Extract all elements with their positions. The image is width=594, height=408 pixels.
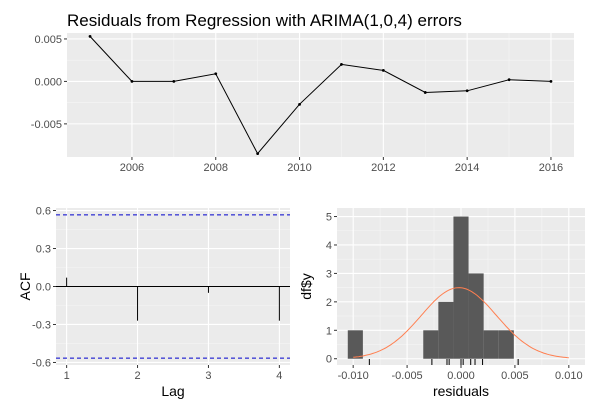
x-tick-label: 0.005 xyxy=(501,370,529,382)
y-tick-label: 0.000 xyxy=(34,76,62,88)
residual-series-line xyxy=(89,36,552,155)
y-tick-label: 4 xyxy=(326,240,332,252)
residual-point xyxy=(340,63,343,66)
residual-point xyxy=(465,89,469,93)
histogram-bar xyxy=(423,330,439,359)
panel-background xyxy=(67,33,574,157)
figure-title: Residuals from Regression with ARIMA(1,0… xyxy=(67,11,462,30)
y-tick-label: -0.3 xyxy=(32,319,51,331)
residual-point xyxy=(88,34,92,38)
x-tick-label: 0.010 xyxy=(555,370,583,382)
residual-point xyxy=(130,80,134,83)
y-tick-label: 3 xyxy=(326,268,332,280)
x-axis-title: Lag xyxy=(161,383,184,399)
x-tick-label: 2014 xyxy=(455,162,479,174)
normal-density-curve xyxy=(353,287,569,359)
residuals-line-plot: 2006 2008 2010 2012 2014 2016 -0.005 0.000 0.005 xyxy=(31,33,574,174)
y-tick-label: 5 xyxy=(326,212,332,224)
x-tick-label: 2008 xyxy=(204,162,228,174)
y-tick-label: 0.6 xyxy=(36,206,51,218)
residuals-histogram: -0.010 -0.005 0.000 0.005 0.010 0 1 2 3 4 5 residua… xyxy=(298,208,585,399)
residual-point xyxy=(298,102,301,106)
x-tick-label: 2016 xyxy=(539,162,563,174)
x-axis-title: residuals xyxy=(433,383,489,399)
y-tick-label: 0.005 xyxy=(34,34,62,46)
x-tick-label: 3 xyxy=(205,370,211,382)
y-tick-label: -0.6 xyxy=(32,357,51,369)
y-tick-label: -0.005 xyxy=(31,119,62,131)
residual-point xyxy=(507,78,511,82)
y-tick-label: 0.3 xyxy=(36,244,51,256)
histogram-bar xyxy=(347,330,363,359)
residual-point xyxy=(214,72,218,76)
residual-point xyxy=(381,68,385,72)
residual-point xyxy=(256,152,260,156)
x-tick-label: 2 xyxy=(134,370,140,382)
x-tick-label: 4 xyxy=(276,370,282,382)
x-tick-label: 1 xyxy=(64,370,70,382)
x-tick-label: 2006 xyxy=(120,162,144,174)
y-axis-title: ACF xyxy=(17,273,33,301)
y-tick-label: 0.0 xyxy=(36,282,51,294)
residual-point xyxy=(423,91,427,94)
residual-point xyxy=(172,80,176,83)
x-tick-label: -0.005 xyxy=(391,370,422,382)
y-tick-label: 2 xyxy=(326,297,332,309)
y-tick-label: 1 xyxy=(326,325,332,337)
histogram-bar xyxy=(498,330,514,359)
x-tick-label: -0.010 xyxy=(338,370,369,382)
acf-plot: 1 2 3 4 -0.6 -0.3 0.0 0.3 0.6 Lag ACF xyxy=(17,206,290,399)
y-tick-label: 0 xyxy=(326,354,332,366)
x-tick-label: 0.000 xyxy=(447,370,475,382)
histogram-bar xyxy=(438,301,454,359)
histogram-bar xyxy=(483,330,499,359)
y-axis-title: df$y xyxy=(298,273,314,299)
histogram-bar xyxy=(468,273,484,359)
x-tick-label: 2010 xyxy=(287,162,311,174)
residual-point xyxy=(549,80,553,83)
x-tick-label: 2012 xyxy=(371,162,395,174)
